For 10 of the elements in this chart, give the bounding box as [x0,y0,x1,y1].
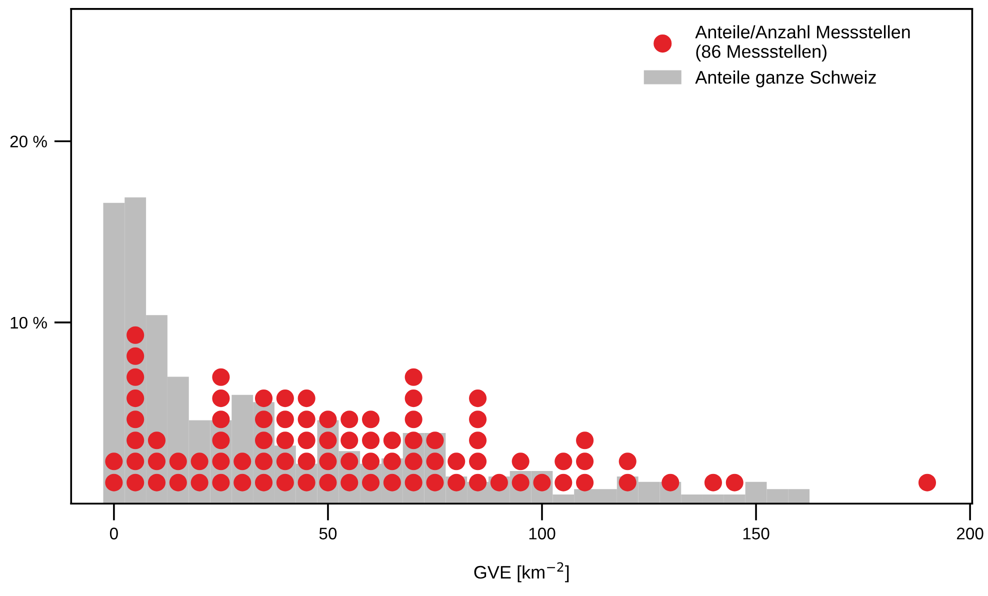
x-tick-label: 200 [956,528,984,540]
x-axis-title: GVE [km$^{−2}$] [474,562,569,582]
legend-label: Anteile/Anzahl Messstellen (86 Messstellen) [695,25,910,62]
x-tick-label: 150 [743,528,770,540]
y-tick-label: 10 % [10,316,47,329]
legend-label: Anteile ganze Schweiz [695,70,876,88]
x-tick-label: 50 [319,528,337,540]
x-tick-label: 0 [110,528,118,540]
x-tick-label: 100 [529,528,556,540]
y-tick-label: 20 % [10,136,47,148]
